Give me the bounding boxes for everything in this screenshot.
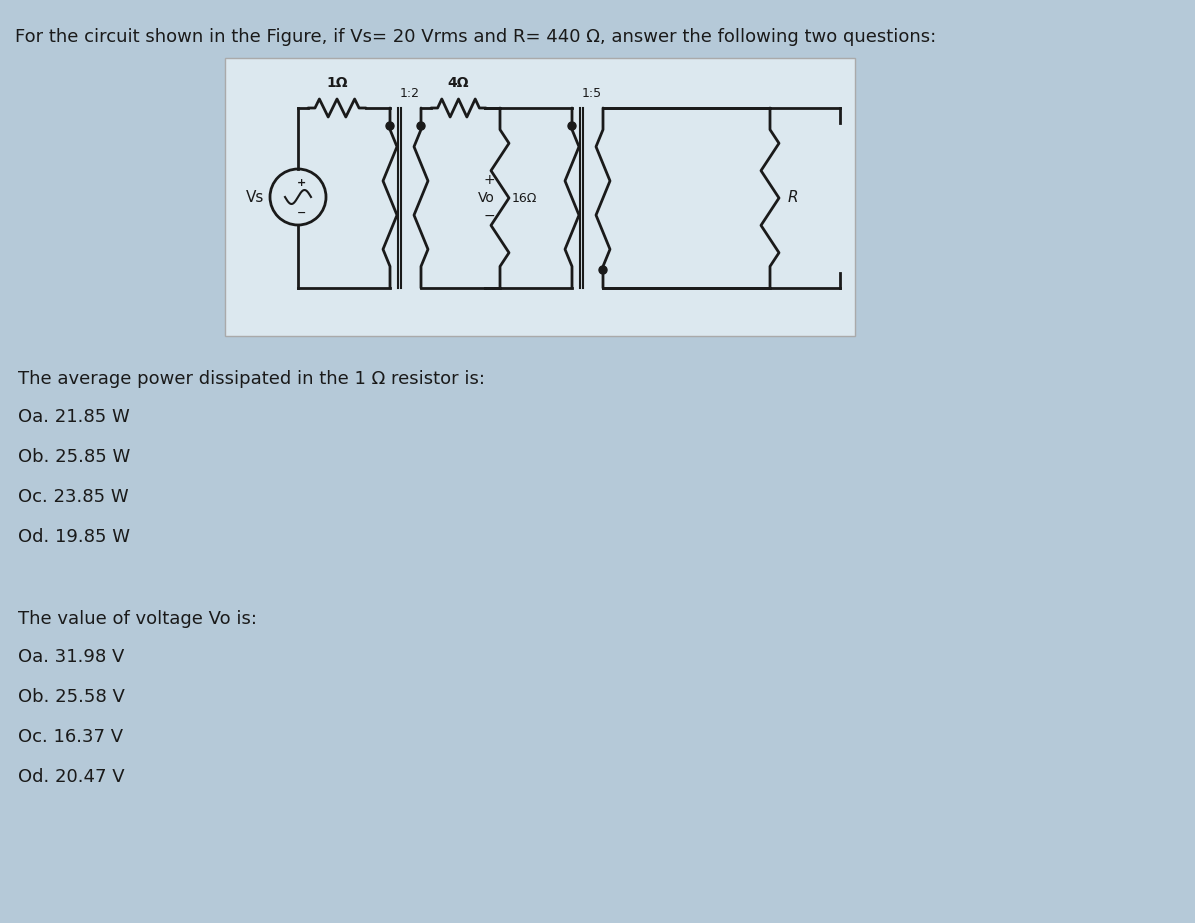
Text: The average power dissipated in the 1 Ω resistor is:: The average power dissipated in the 1 Ω …: [18, 370, 485, 388]
Text: R: R: [788, 190, 798, 206]
Text: Oc. 23.85 W: Oc. 23.85 W: [18, 488, 129, 506]
Text: Vo: Vo: [478, 191, 495, 205]
Text: Od. 19.85 W: Od. 19.85 W: [18, 528, 130, 546]
FancyBboxPatch shape: [225, 58, 854, 336]
Text: Oc. 16.37 V: Oc. 16.37 V: [18, 728, 123, 746]
Text: 16Ω: 16Ω: [511, 191, 538, 205]
Text: +: +: [298, 178, 307, 188]
Text: 4Ω: 4Ω: [448, 76, 470, 90]
Circle shape: [599, 266, 607, 274]
Text: 1:2: 1:2: [399, 87, 419, 100]
Text: −: −: [298, 208, 307, 218]
Text: Vs: Vs: [246, 189, 264, 205]
Text: −: −: [483, 209, 495, 223]
Circle shape: [386, 122, 394, 130]
Text: Oa. 31.98 V: Oa. 31.98 V: [18, 648, 124, 666]
Text: 1:5: 1:5: [582, 87, 601, 100]
Circle shape: [417, 122, 425, 130]
Circle shape: [568, 122, 576, 130]
Text: Od. 20.47 V: Od. 20.47 V: [18, 768, 124, 786]
Text: The value of voltage Vo is:: The value of voltage Vo is:: [18, 610, 257, 628]
Text: For the circuit shown in the Figure, if Vs= 20 Vrms and R= 440 Ω, answer the fol: For the circuit shown in the Figure, if …: [16, 28, 936, 46]
Text: Oa. 21.85 W: Oa. 21.85 W: [18, 408, 130, 426]
Text: Ob. 25.58 V: Ob. 25.58 V: [18, 688, 124, 706]
Text: +: +: [483, 173, 495, 187]
Text: Ob. 25.85 W: Ob. 25.85 W: [18, 448, 130, 466]
Text: 1Ω: 1Ω: [326, 76, 348, 90]
